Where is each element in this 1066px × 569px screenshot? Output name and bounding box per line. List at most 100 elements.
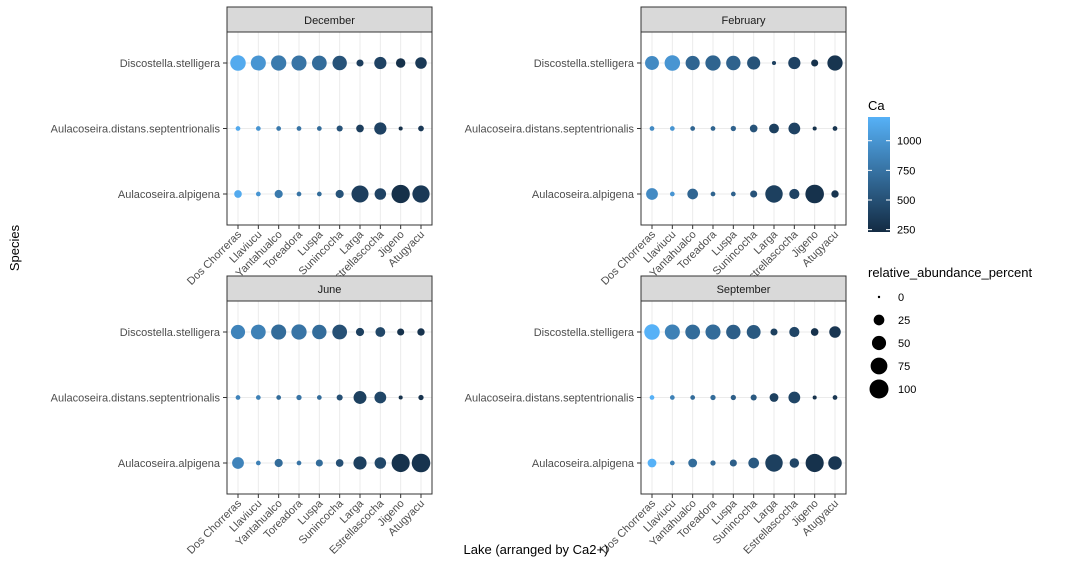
size-legend-key [877, 295, 881, 299]
data-point [649, 126, 655, 131]
data-point [726, 324, 741, 340]
data-point [705, 324, 721, 340]
size-legend-key [873, 314, 885, 326]
color-legend-label: 250 [897, 225, 915, 237]
data-point [669, 395, 675, 400]
panel-strip [640, 275, 847, 302]
data-point [669, 126, 675, 131]
y-tick-label: Aulacoseira.alpigena [532, 458, 635, 470]
data-point [316, 126, 322, 131]
color-legend-label: 1000 [897, 136, 921, 148]
data-point [750, 190, 758, 198]
y-tick-label: Aulacoseira.alpigena [118, 189, 221, 201]
data-point [316, 191, 322, 197]
data-point [332, 55, 347, 71]
data-point [749, 124, 758, 133]
data-point [746, 325, 761, 339]
data-point [805, 453, 824, 473]
data-point [255, 126, 261, 131]
data-point [710, 460, 716, 466]
data-point [230, 324, 246, 340]
data-point [374, 122, 387, 135]
data-point [316, 395, 322, 400]
size-legend-label: 100 [898, 384, 916, 396]
panel-strip [226, 6, 433, 33]
data-point [395, 58, 406, 68]
data-point [789, 458, 800, 468]
data-point [412, 185, 430, 203]
size-legend-key [871, 335, 887, 351]
data-point [291, 324, 307, 340]
data-point [664, 324, 680, 340]
data-point [375, 327, 386, 337]
data-point [789, 188, 800, 200]
panel-title: September [717, 284, 771, 296]
data-point [271, 55, 287, 71]
data-point [812, 395, 817, 400]
data-point [748, 457, 760, 469]
panel-february: February Discostella.stelligera Aulacoseir… [465, 6, 847, 288]
data-point [255, 191, 261, 197]
y-tick-label: Aulacoseira.distans.septentrionalis [465, 393, 635, 405]
data-point [685, 324, 701, 340]
data-point [356, 124, 364, 133]
panel-title: February [721, 15, 766, 27]
data-point [669, 460, 675, 466]
data-point [810, 328, 819, 336]
data-point [374, 188, 387, 200]
data-point [336, 394, 343, 401]
data-point [687, 188, 699, 200]
y-axis-title: Species [7, 224, 22, 271]
data-point [729, 459, 737, 467]
panel-title: December [304, 15, 355, 27]
data-point [828, 456, 842, 470]
data-point [374, 391, 387, 404]
data-point [805, 184, 824, 204]
y-tick-label: Aulacoseira.distans.septentrionalis [465, 124, 635, 136]
data-point [418, 394, 424, 401]
data-point [296, 394, 302, 401]
color-legend-label: 500 [897, 195, 915, 207]
data-point [769, 393, 779, 402]
y-tick-label: Discostella.stelligera [120, 58, 221, 70]
data-point [374, 56, 387, 70]
data-point [788, 391, 801, 404]
panel-title: June [318, 284, 342, 296]
data-point [312, 324, 327, 340]
y-tick-label: Discostella.stelligera [120, 327, 221, 339]
data-point [276, 395, 282, 400]
data-point [690, 126, 696, 131]
data-point [356, 59, 364, 67]
data-point [250, 55, 266, 71]
x-axis-title: Lake (arranged by Ca2+) [464, 542, 609, 557]
data-point [645, 56, 659, 70]
panel-strip [640, 6, 847, 33]
panel-december: December Discostella.stelligera Aulacoseir… [51, 6, 433, 288]
data-point [788, 122, 801, 135]
data-point [296, 191, 302, 197]
data-point [255, 395, 261, 400]
data-point [296, 126, 302, 131]
data-point [730, 394, 736, 401]
y-tick-label: Aulacoseira.distans.septentrionalis [51, 393, 221, 405]
panel-june: June Discostella.stelligera Aulacoseira.di… [51, 275, 433, 557]
data-point [417, 328, 425, 336]
data-point [726, 55, 741, 71]
size-legend-key [870, 357, 888, 375]
data-point [710, 394, 716, 401]
data-point [351, 185, 369, 203]
data-point [335, 189, 344, 199]
color-legend-title: Ca [868, 98, 885, 113]
data-point [398, 395, 403, 400]
data-point [831, 190, 839, 198]
data-point [335, 459, 344, 467]
data-point [747, 56, 761, 70]
data-point [770, 328, 778, 336]
size-legend-key [869, 379, 889, 399]
data-point [644, 324, 660, 340]
color-legend-bar [868, 117, 890, 232]
data-point [235, 395, 241, 400]
data-point [647, 458, 657, 468]
